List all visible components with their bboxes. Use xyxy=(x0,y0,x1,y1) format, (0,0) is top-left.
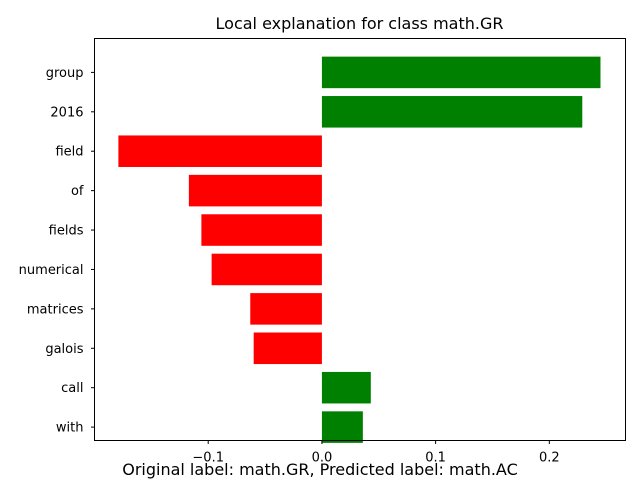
plot-frame xyxy=(94,38,626,441)
bar-numerical xyxy=(211,253,322,286)
x-tick-label: 0.2 xyxy=(539,451,560,466)
y-tick-label: matrices xyxy=(27,302,84,317)
bar-fields xyxy=(201,214,322,246)
y-tick-label: field xyxy=(55,145,83,160)
x-tick-label: 0.0 xyxy=(312,451,333,466)
caption-text: Original label: math.GR, Predicted label… xyxy=(122,460,518,479)
chart-title: Local explanation for class math.GR xyxy=(216,14,504,33)
y-tick-label: call xyxy=(61,381,83,396)
y-tick-label: numerical xyxy=(19,263,84,278)
x-tick-label: −0.1 xyxy=(192,451,224,466)
bar-of xyxy=(188,174,322,207)
y-tick-label: fields xyxy=(49,224,84,239)
y-axis: group 2016 field of fields numerical matrices g… xyxy=(19,66,95,436)
bars-layer xyxy=(118,56,601,443)
bar-call xyxy=(321,371,371,404)
x-tick-label: 0.1 xyxy=(425,451,446,466)
y-tick-label: galois xyxy=(45,342,83,357)
x-axis: −0.1 0.0 0.1 0.2 xyxy=(192,440,560,466)
bar-matrices xyxy=(250,293,322,325)
bar-field xyxy=(118,135,322,167)
y-tick-label: with xyxy=(56,421,84,436)
y-tick-label: of xyxy=(71,184,84,199)
y-tick-label: group xyxy=(46,66,84,81)
y-tick-label: 2016 xyxy=(50,105,83,120)
bar-galois xyxy=(253,332,322,365)
bar-with xyxy=(321,411,363,443)
bar-group xyxy=(321,56,601,89)
bar-2016 xyxy=(321,96,583,128)
